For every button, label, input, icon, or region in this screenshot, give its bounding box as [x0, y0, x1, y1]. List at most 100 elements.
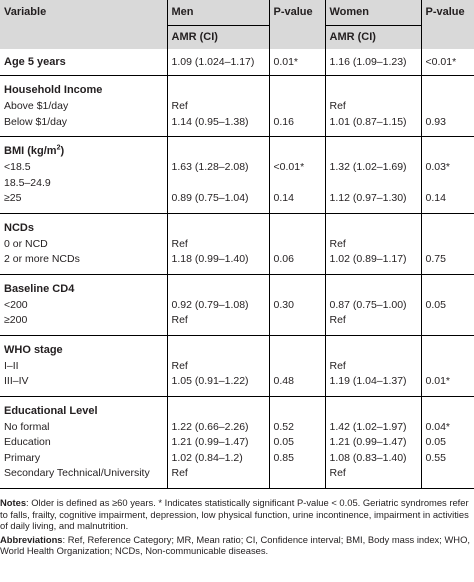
table-row: Below $1/day 1.14 (0.95–1.38) 0.16 1.01 …: [0, 114, 474, 137]
row-men: 1.14 (0.95–1.38): [166, 114, 269, 137]
table-row: No formal 1.22 (0.66–2.26) 0.52 1.42 (1.…: [0, 419, 474, 435]
row-p-women: 0.93: [420, 114, 474, 137]
age-men: 1.09 (1.024–1.17): [166, 49, 269, 76]
row-label: Education: [4, 436, 51, 448]
group-title: Educational Level: [4, 404, 98, 417]
row-p-men: [268, 358, 325, 374]
header-men: Men: [166, 0, 269, 25]
header-pvalue-women: P-value: [420, 0, 474, 49]
row-p-women: 0.55: [420, 450, 474, 466]
results-table: Variable Men P-value Women P-value AMR (…: [0, 0, 474, 488]
row-p-men: 0.30: [268, 297, 325, 313]
row-p-women: [420, 466, 474, 488]
row-p-men: 0.48: [268, 374, 325, 396]
age-p-women: <0.01*: [420, 49, 474, 76]
age-label: Age 5 years: [4, 56, 66, 68]
abbreviations-paragraph: Abbreviations: Ref, Reference Category; …: [0, 533, 470, 557]
row-women: 1.08 (0.83–1.40): [324, 450, 421, 466]
results-table-container: Variable Men P-value Women P-value AMR (…: [0, 0, 474, 488]
row-women: Ref: [324, 466, 421, 488]
row-label: ≥200: [4, 314, 28, 326]
group-title: Household Income: [4, 84, 103, 96]
table-row: Primary 1.02 (0.84–1.2) 0.85 1.08 (0.83–…: [0, 450, 474, 466]
group-title: BMI (kg/m2): [4, 144, 65, 157]
group-header-bmi: BMI (kg/m2): [0, 136, 474, 160]
row-p-men: [268, 175, 325, 191]
row-p-women: [420, 99, 474, 115]
row-p-women: 0.05: [420, 435, 474, 451]
row-p-women: 0.75: [420, 252, 474, 274]
row-p-men: 0.14: [268, 191, 325, 213]
header-women: Women: [324, 0, 421, 25]
table-row: I–II Ref Ref: [0, 358, 474, 374]
row-p-women: 0.03*: [420, 160, 474, 176]
row-women: Ref: [324, 99, 421, 115]
row-p-women: 0.01*: [420, 374, 474, 396]
row-women: 1.02 (0.89–1.17): [324, 252, 421, 274]
row-women: 1.42 (1.02–1.97): [324, 419, 421, 435]
row-women: 1.21 (0.99–1.47): [324, 435, 421, 451]
group-header-education: Educational Level: [0, 396, 474, 420]
row-p-men: [268, 466, 325, 488]
table-notes: Notes: Older is defined as ≥60 years. * …: [0, 497, 474, 559]
row-label: 0 or NCD: [4, 237, 48, 250]
table-row: Above $1/day Ref Ref: [0, 99, 474, 115]
row-women: Ref: [324, 358, 421, 374]
row-men: 1.21 (0.99–1.47): [166, 435, 269, 451]
row-label: Secondary Technical/University: [4, 467, 150, 479]
row-label: <18.5: [4, 161, 31, 173]
row-p-women: 0.05: [420, 297, 474, 313]
row-women: 1.12 (0.97–1.30): [324, 191, 421, 213]
table-row: <200 0.92 (0.79–1.08) 0.30 0.87 (0.75–1.…: [0, 297, 474, 313]
table-row: Education 1.21 (0.99–1.47) 0.05 1.21 (0.…: [0, 435, 474, 451]
group-header-cd4: Baseline CD4: [0, 274, 474, 298]
row-label: Above $1/day: [4, 100, 69, 112]
row-p-men: [268, 236, 325, 252]
row-label: Primary: [4, 451, 41, 464]
row-label: ≥25: [4, 192, 22, 204]
table-row: <18.5 1.63 (1.28–2.08) <0.01* 1.32 (1.02…: [0, 160, 474, 176]
row-women: [324, 175, 421, 191]
table-row: III–IV 1.05 (0.91–1.22) 0.48 1.19 (1.04–…: [0, 374, 474, 396]
row-label: 18.5–24.9: [4, 176, 51, 189]
age-women: 1.16 (1.09–1.23): [324, 49, 421, 76]
row-p-men: 0.06: [268, 252, 325, 274]
row-men: 1.05 (0.91–1.22): [166, 374, 269, 396]
row-p-men: 0.52: [268, 419, 325, 435]
row-men: Ref: [166, 358, 269, 374]
table-subheader-row: AMR (CI) AMR (CI): [0, 24, 474, 49]
row-women: 1.32 (1.02–1.69): [324, 160, 421, 176]
row-p-men: <0.01*: [268, 160, 325, 176]
table-row: 2 or more NCDs 1.18 (0.99–1.40) 0.06 1.0…: [0, 252, 474, 274]
header-amr-men: AMR (CI): [166, 24, 269, 49]
header-variable: Variable: [0, 0, 167, 49]
row-label: I–II: [4, 359, 19, 372]
row-p-men: 0.16: [268, 114, 325, 137]
row-p-women: [420, 358, 474, 374]
row-p-women: 0.14: [420, 191, 474, 213]
row-p-women: 0.04*: [420, 419, 474, 435]
group-title: WHO stage: [4, 343, 63, 356]
row-men: Ref: [166, 236, 269, 252]
group-header-income: Household Income: [0, 75, 474, 99]
group-header-who: WHO stage: [0, 335, 474, 359]
row-men: Ref: [166, 99, 269, 115]
header-amr-women: AMR (CI): [324, 24, 421, 49]
table-row: 18.5–24.9: [0, 175, 474, 191]
row-p-men: [268, 99, 325, 115]
table-row: ≥200 Ref Ref: [0, 313, 474, 335]
table-header-row: Variable Men P-value Women P-value: [0, 0, 474, 49]
row-label: III–IV: [4, 375, 29, 387]
row-men: Ref: [166, 313, 269, 335]
row-men: 1.18 (0.99–1.40): [166, 252, 269, 274]
table-row-age: Age 5 years 1.09 (1.024–1.17) 0.01* 1.16…: [0, 49, 474, 76]
header-pvalue-men: P-value: [268, 0, 325, 49]
row-men: 0.89 (0.75–1.04): [166, 191, 269, 213]
row-men: 1.22 (0.66–2.26): [166, 419, 269, 435]
row-p-men: [268, 313, 325, 335]
row-women: 1.01 (0.87–1.15): [324, 114, 421, 137]
row-men: 1.63 (1.28–2.08): [166, 160, 269, 176]
row-p-women: [420, 313, 474, 335]
row-women: Ref: [324, 236, 421, 252]
row-women: 1.19 (1.04–1.37): [324, 374, 421, 396]
